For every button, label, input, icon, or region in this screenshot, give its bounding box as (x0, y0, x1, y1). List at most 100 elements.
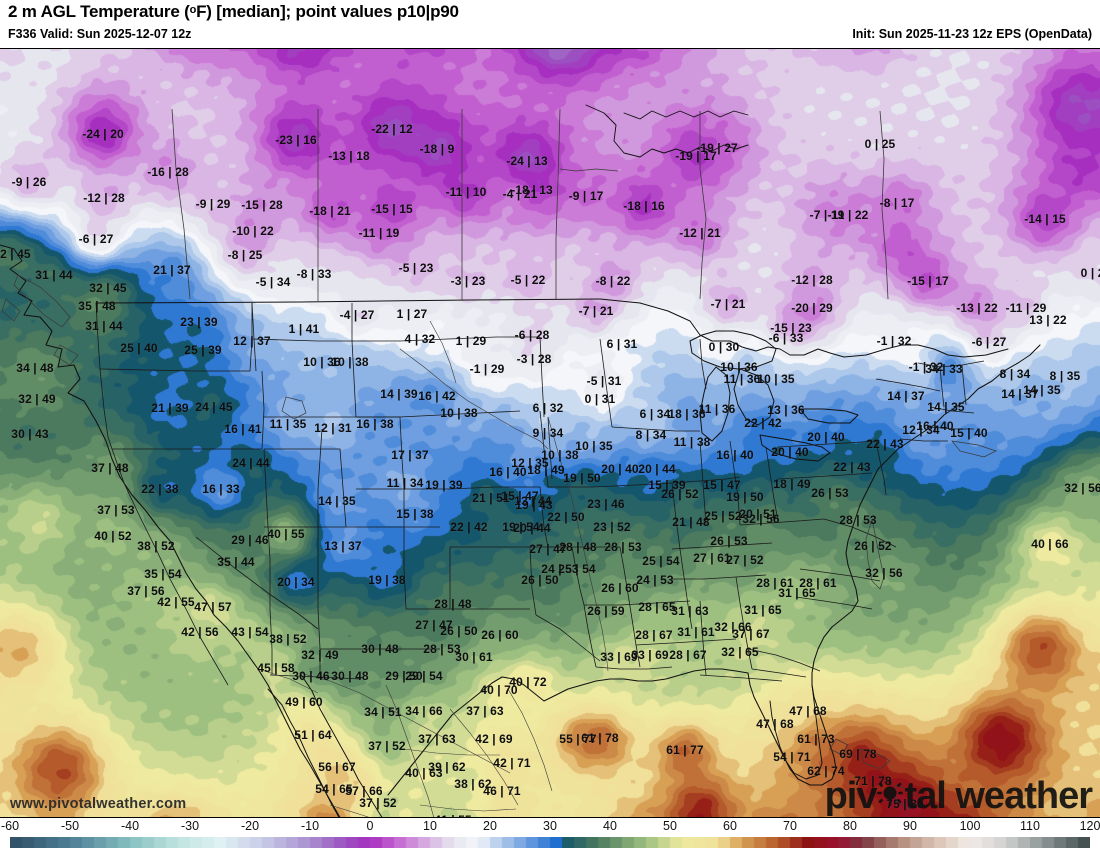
map-boundary (699, 440, 707, 526)
map-boundary (683, 576, 693, 630)
map-boundary (929, 406, 975, 414)
colorbar-tick: 20 (483, 819, 497, 833)
sun-gear-icon (877, 775, 904, 806)
map-boundary (547, 416, 609, 672)
map-boundary (739, 518, 825, 526)
map-boundary (269, 674, 361, 680)
colorbar-tick-labels: -60 -50 -40 -30 -20 -10 0 10 20 30 40 50 60 70 80 90 100… (0, 818, 1100, 836)
map-boundary (879, 110, 889, 300)
colorbar-tick: 100 (959, 819, 981, 833)
map-boundary (269, 559, 273, 675)
logo-text-part1: piv (824, 775, 878, 817)
map-boundary (859, 748, 891, 770)
map-boundary (264, 448, 347, 528)
colorbar-tick: 70 (783, 819, 797, 833)
map-boundary (385, 684, 435, 817)
map-boundary (419, 804, 517, 812)
title-text-rest: F) [median]; point values p10|p90 (196, 2, 459, 21)
weather-map[interactable]: -24 | 20 -9 | 26 -12 | 28 -6 | 27 -16 | 28 -9… (0, 48, 1100, 818)
map-boundary (699, 366, 731, 442)
colorbar-tick: -30 (180, 819, 200, 833)
map-boundary (529, 546, 537, 616)
map-boundary (539, 336, 545, 418)
map-boundary (281, 396, 307, 420)
map-boundary (387, 668, 749, 796)
colorbar-tick: 60 (723, 819, 737, 833)
colorbar-tick: 80 (843, 819, 857, 833)
map-boundary (795, 596, 873, 610)
map-boundary (267, 688, 340, 817)
map-boundary (585, 104, 749, 158)
map-boundary (403, 527, 407, 610)
map-boundary (171, 108, 191, 300)
map-boundary (429, 320, 457, 384)
map-boundary (799, 568, 881, 582)
map-boundary (623, 110, 749, 120)
map-boundary (939, 366, 945, 408)
map-boundary (759, 434, 831, 462)
map-boundary (699, 674, 783, 682)
map-boundary (329, 804, 369, 817)
colorbar-tick: -60 (0, 819, 20, 833)
colorbar-tick: 110 (1020, 819, 1040, 833)
pivotal-weather-logo: piv (824, 775, 1093, 817)
colorbar-tick: -20 (240, 819, 260, 833)
map-boundary (95, 302, 101, 370)
colorbar-tick: 50 (663, 819, 677, 833)
map-boundary (611, 426, 700, 432)
map-boundary (263, 448, 271, 560)
colorbar-container[interactable]: -60 -50 -40 -30 -20 -10 0 10 20 30 40 50 60 70 80 90 100… (0, 818, 1100, 850)
map-boundary (895, 784, 923, 810)
page-title: 2 m AGL Temperature (oF) [median]; point… (8, 2, 459, 22)
colorbar-tick: -50 (60, 819, 80, 833)
map-boundary (449, 708, 519, 806)
colorbar-gradient[interactable] (10, 837, 1090, 848)
colorbar-tick: 40 (603, 819, 617, 833)
map-boundary (195, 536, 319, 630)
map-boundary (899, 438, 948, 442)
map-boundary (917, 360, 985, 368)
colorbar-tick: 120 (1079, 819, 1100, 833)
map-boundary (535, 614, 601, 662)
map-boundary (111, 448, 229, 686)
map-boundary (865, 518, 885, 590)
map-boundary (765, 446, 779, 522)
map-boundary (1, 298, 21, 322)
map-boundary (951, 440, 997, 458)
map-boundary (317, 527, 321, 677)
map-boundary (829, 738, 849, 756)
map-boundary (699, 338, 707, 390)
map-boundary (961, 364, 967, 406)
map-boundary (689, 330, 777, 370)
map-boundary (399, 416, 405, 527)
map-boundary (571, 546, 585, 606)
header-bar: 2 m AGL Temperature (oF) [median]; point… (0, 0, 1100, 48)
logo-text-part2: tal weather (904, 775, 1093, 817)
map-boundary (99, 368, 113, 450)
init-time-label: Init: Sun 2025-11-23 12z EPS (OpenData) (852, 27, 1092, 41)
colorbar-tick: 10 (423, 819, 437, 833)
map-boundary (599, 298, 845, 358)
map-boundary (875, 440, 887, 496)
map-boundary (672, 574, 767, 580)
map-boundary (584, 600, 691, 606)
colorbar-tick: -10 (300, 819, 320, 833)
map-boundary (99, 303, 253, 372)
map-boundary (699, 600, 707, 676)
map-boundary (0, 244, 341, 817)
title-text-main: 2 m AGL Temperature ( (8, 2, 190, 21)
map-boundary (95, 298, 601, 304)
map-boundary (559, 168, 619, 172)
map-boundary (53, 344, 79, 366)
degree-symbol: o (189, 4, 197, 16)
map-boundary (769, 684, 823, 780)
map-boundary (699, 111, 707, 300)
map-boundary (399, 348, 549, 450)
temperature-field-canvas (0, 49, 1100, 817)
colorbar-tick: 90 (903, 819, 917, 833)
map-boundary (548, 482, 673, 488)
map-boundary (929, 426, 974, 430)
map-boundary (356, 410, 521, 418)
map-boundary (356, 486, 540, 490)
map-boundary (671, 482, 685, 578)
